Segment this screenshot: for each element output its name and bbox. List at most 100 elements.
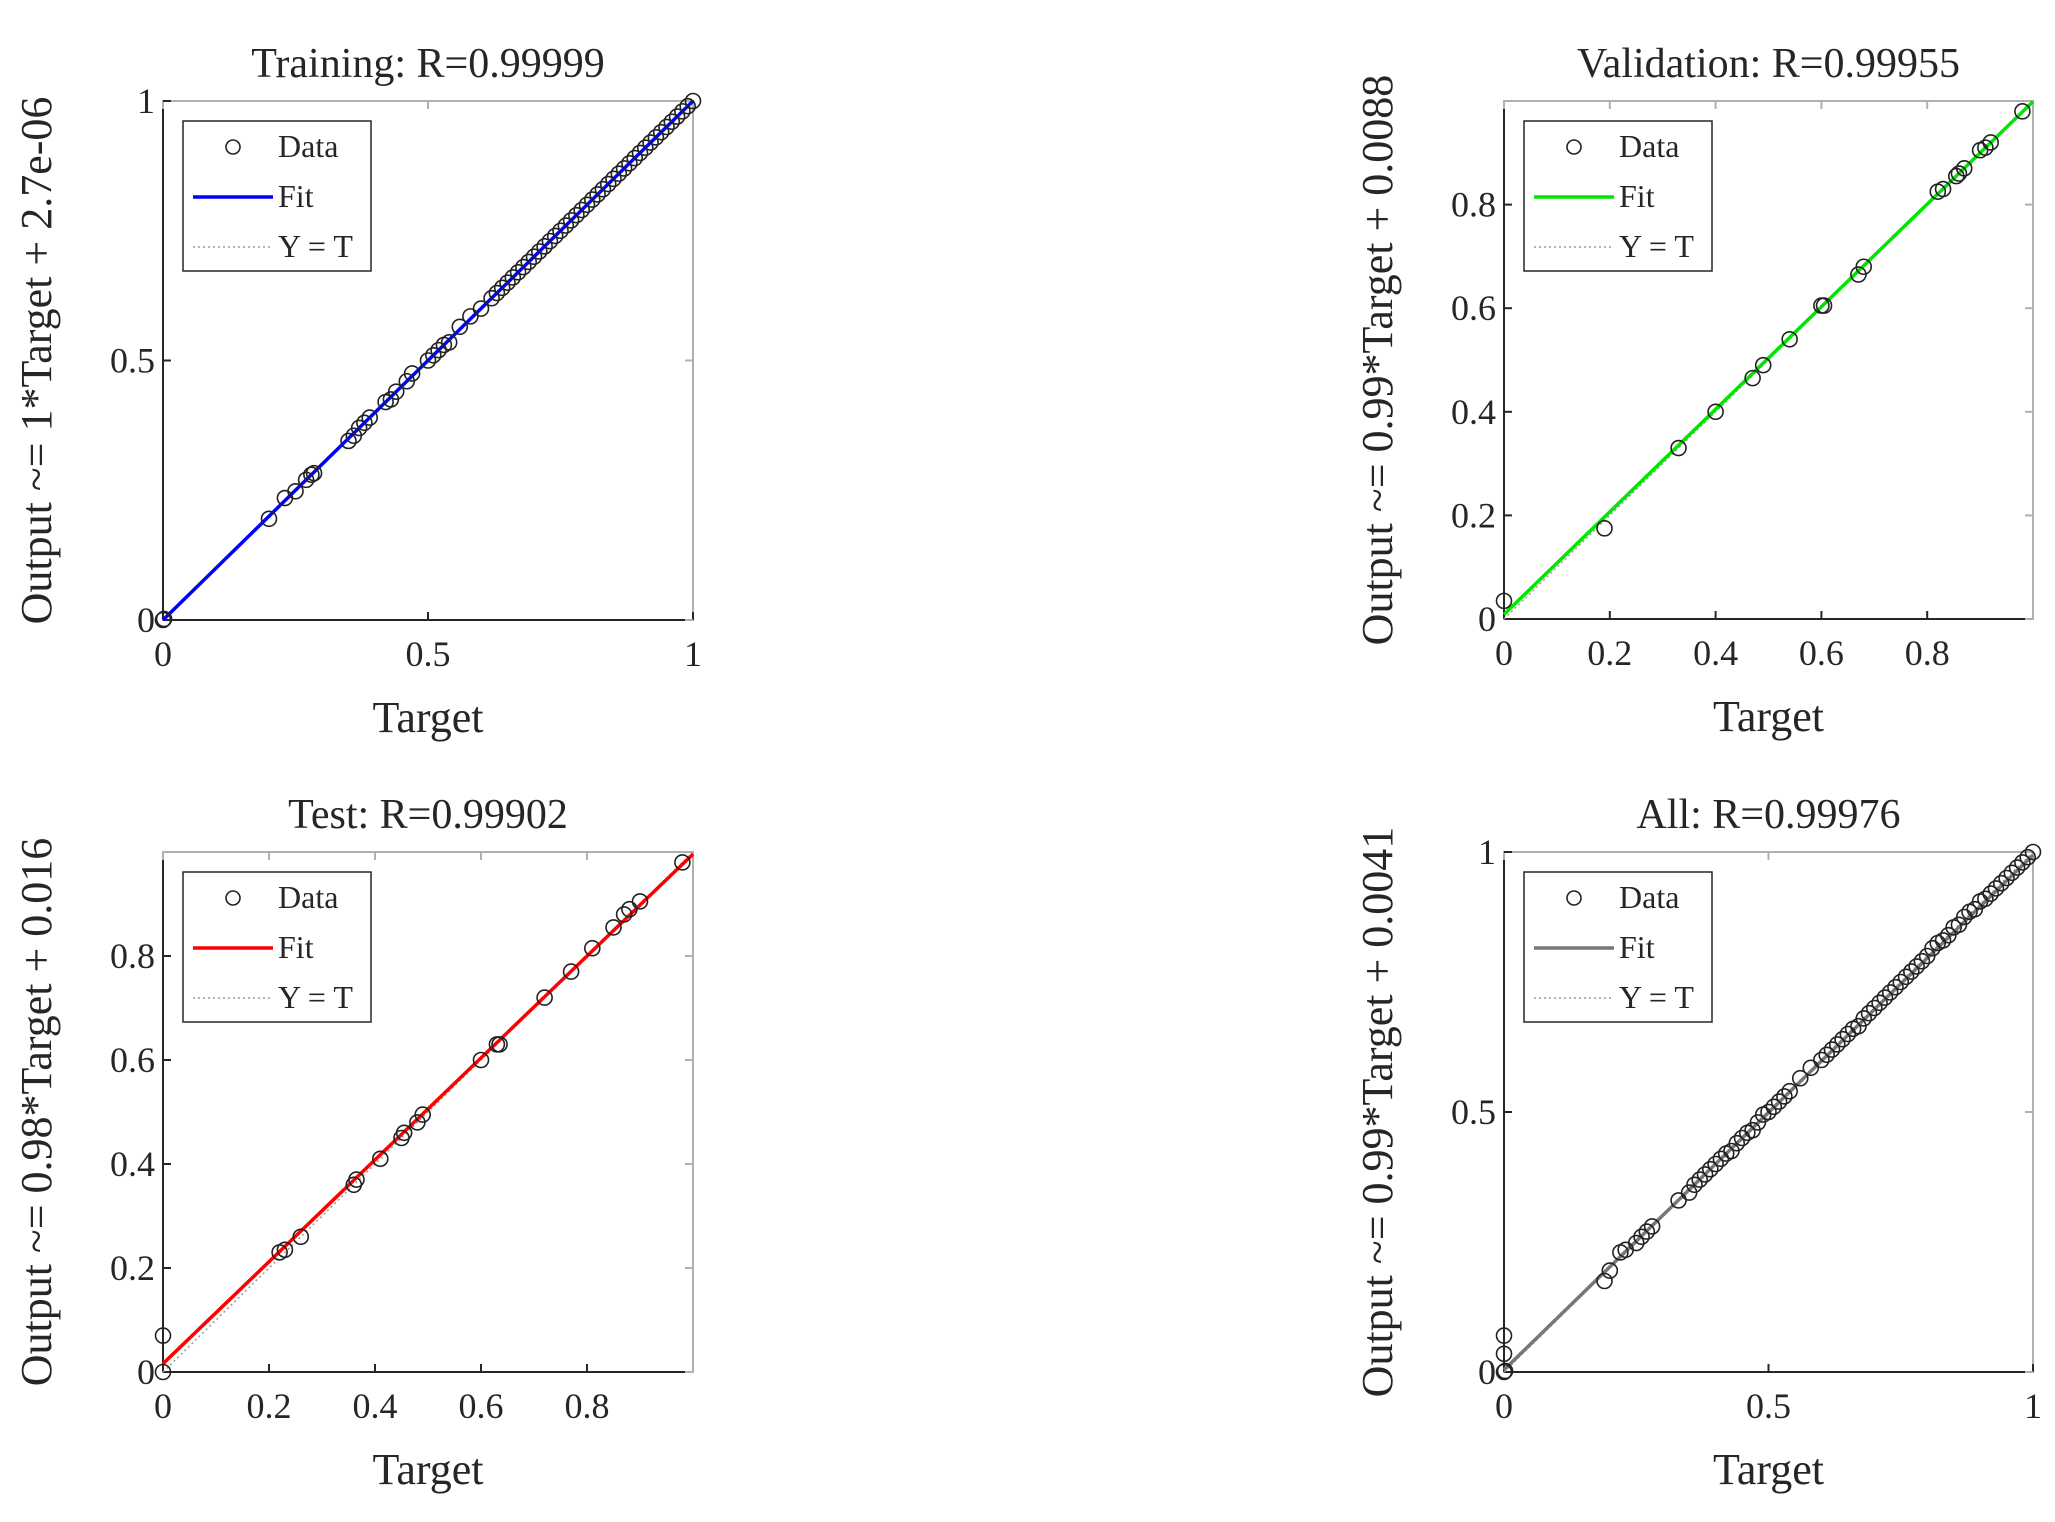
data-point	[1982, 885, 1999, 902]
data-point	[419, 352, 437, 369]
y-tick-label: 1	[137, 81, 155, 121]
data-point	[552, 222, 569, 240]
data-point	[1712, 1150, 1730, 1168]
data-points	[1495, 103, 2031, 610]
y-axis-label: Output ~= 0.99*Target + 0.0088	[1353, 75, 1402, 646]
data-point	[2024, 843, 2042, 861]
data-point	[1728, 1134, 1746, 1152]
data-point	[636, 139, 654, 157]
data-point	[1813, 1051, 1830, 1069]
y-axis-label: Output ~= 0.98*Target + 0.016	[12, 838, 61, 1387]
data-point	[292, 1228, 310, 1246]
legend-entry: Y = T	[1619, 979, 1694, 1015]
data-point	[631, 893, 649, 910]
legend: Data Fit Y = T	[182, 871, 372, 1023]
data-point	[509, 263, 527, 281]
legend-entry: Y = T	[278, 228, 353, 264]
data-point	[594, 180, 612, 198]
data-point	[1913, 952, 1931, 970]
data-point	[350, 419, 368, 437]
data-point	[1670, 439, 1687, 457]
x-tick-label: 0	[154, 1386, 172, 1426]
data-point	[305, 464, 323, 482]
legend: Data Fit Y = T	[182, 120, 372, 272]
data-point	[1860, 1004, 1878, 1022]
data-point	[621, 154, 638, 172]
data-point	[1702, 1160, 1719, 1178]
x-tick-label: 0.4	[353, 1386, 398, 1426]
y-tick-label: 0	[137, 600, 155, 640]
data-point	[1707, 1155, 1724, 1173]
regression-panel-2: 0 0.2 0.4 0.6 0.8 0 0.2 0.4 0.6 0.8 Data Fit Y = T Va…	[1353, 41, 2035, 741]
data-point	[1496, 1362, 1514, 1380]
y-tick-label: 0	[1478, 1352, 1496, 1392]
data-point	[1955, 160, 1973, 177]
data-point	[605, 170, 622, 188]
data-point	[403, 365, 421, 382]
y-tick-label: 0.4	[110, 1144, 155, 1184]
x-tick-label: 0	[1495, 633, 1513, 673]
data-point	[1638, 1223, 1656, 1240]
data-point	[1633, 1228, 1650, 1246]
data-point	[1691, 1171, 1709, 1188]
data-point	[155, 610, 173, 628]
data-point	[1765, 1098, 1783, 1116]
y-tick-label: 0.2	[110, 1248, 155, 1288]
data-point	[462, 308, 479, 325]
data-point	[1707, 403, 1724, 421]
data-point	[1495, 1363, 1513, 1381]
legend-entry: Fit	[1619, 178, 1655, 214]
data-point	[583, 939, 601, 957]
data-point	[1924, 939, 1941, 957]
legend-data-marker	[1566, 139, 1582, 155]
data-point	[1495, 592, 1513, 610]
data-point	[1908, 958, 1925, 975]
data-point	[1977, 890, 1994, 908]
data-point	[663, 113, 681, 131]
y-tick-label: 0.4	[1451, 392, 1496, 432]
y-axis-label: Output ~= 0.99*Target + 0.0041	[1353, 827, 1402, 1398]
chart-title: Test: R=0.99902	[288, 792, 568, 838]
data-point	[679, 97, 697, 115]
data-point	[515, 258, 532, 276]
data-point	[583, 191, 601, 208]
data-point	[493, 279, 511, 297]
data-point	[1754, 356, 1772, 374]
data-point	[1955, 908, 1973, 926]
x-tick-label: 0.4	[1693, 633, 1738, 673]
data-point	[1977, 139, 1994, 156]
data-point	[1871, 994, 1888, 1012]
y-tick-label: 0.5	[110, 341, 155, 381]
y-tick-label: 0.2	[1451, 495, 1496, 535]
data-point	[154, 1363, 172, 1381]
data-point	[562, 963, 580, 980]
data-point	[1828, 1036, 1846, 1053]
data-point	[1855, 1010, 1873, 1027]
data-point	[303, 466, 320, 483]
data-point	[1876, 989, 1894, 1006]
data-points	[1495, 843, 2042, 1381]
data-point	[1897, 968, 1915, 986]
data-point	[2014, 854, 2031, 871]
x-tick-label: 0.6	[1799, 633, 1844, 673]
legend-entry: Data	[278, 128, 338, 164]
data-point	[1686, 1176, 1703, 1194]
y-tick-label: 0.5	[1451, 1092, 1496, 1132]
data-point	[371, 1150, 389, 1168]
data-point	[652, 123, 670, 141]
legend-entry: Fit	[278, 929, 314, 965]
data-point	[530, 243, 548, 260]
data-point	[647, 129, 665, 146]
data-point	[414, 1106, 432, 1123]
data-point	[541, 232, 559, 250]
data-point	[488, 284, 506, 302]
chart-title: All: R=0.99976	[1636, 792, 1900, 838]
legend-data-marker	[225, 890, 241, 906]
data-point	[260, 510, 278, 528]
data-point	[154, 1327, 172, 1344]
data-point	[1855, 258, 1873, 276]
data-point	[1776, 1088, 1793, 1105]
data-point	[674, 854, 691, 871]
data-point	[1950, 165, 1968, 182]
